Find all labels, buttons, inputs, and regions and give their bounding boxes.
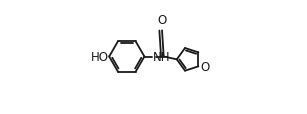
Text: HO: HO	[91, 51, 109, 63]
Text: NH: NH	[153, 51, 170, 63]
Text: O: O	[157, 13, 167, 26]
Text: O: O	[201, 60, 210, 73]
